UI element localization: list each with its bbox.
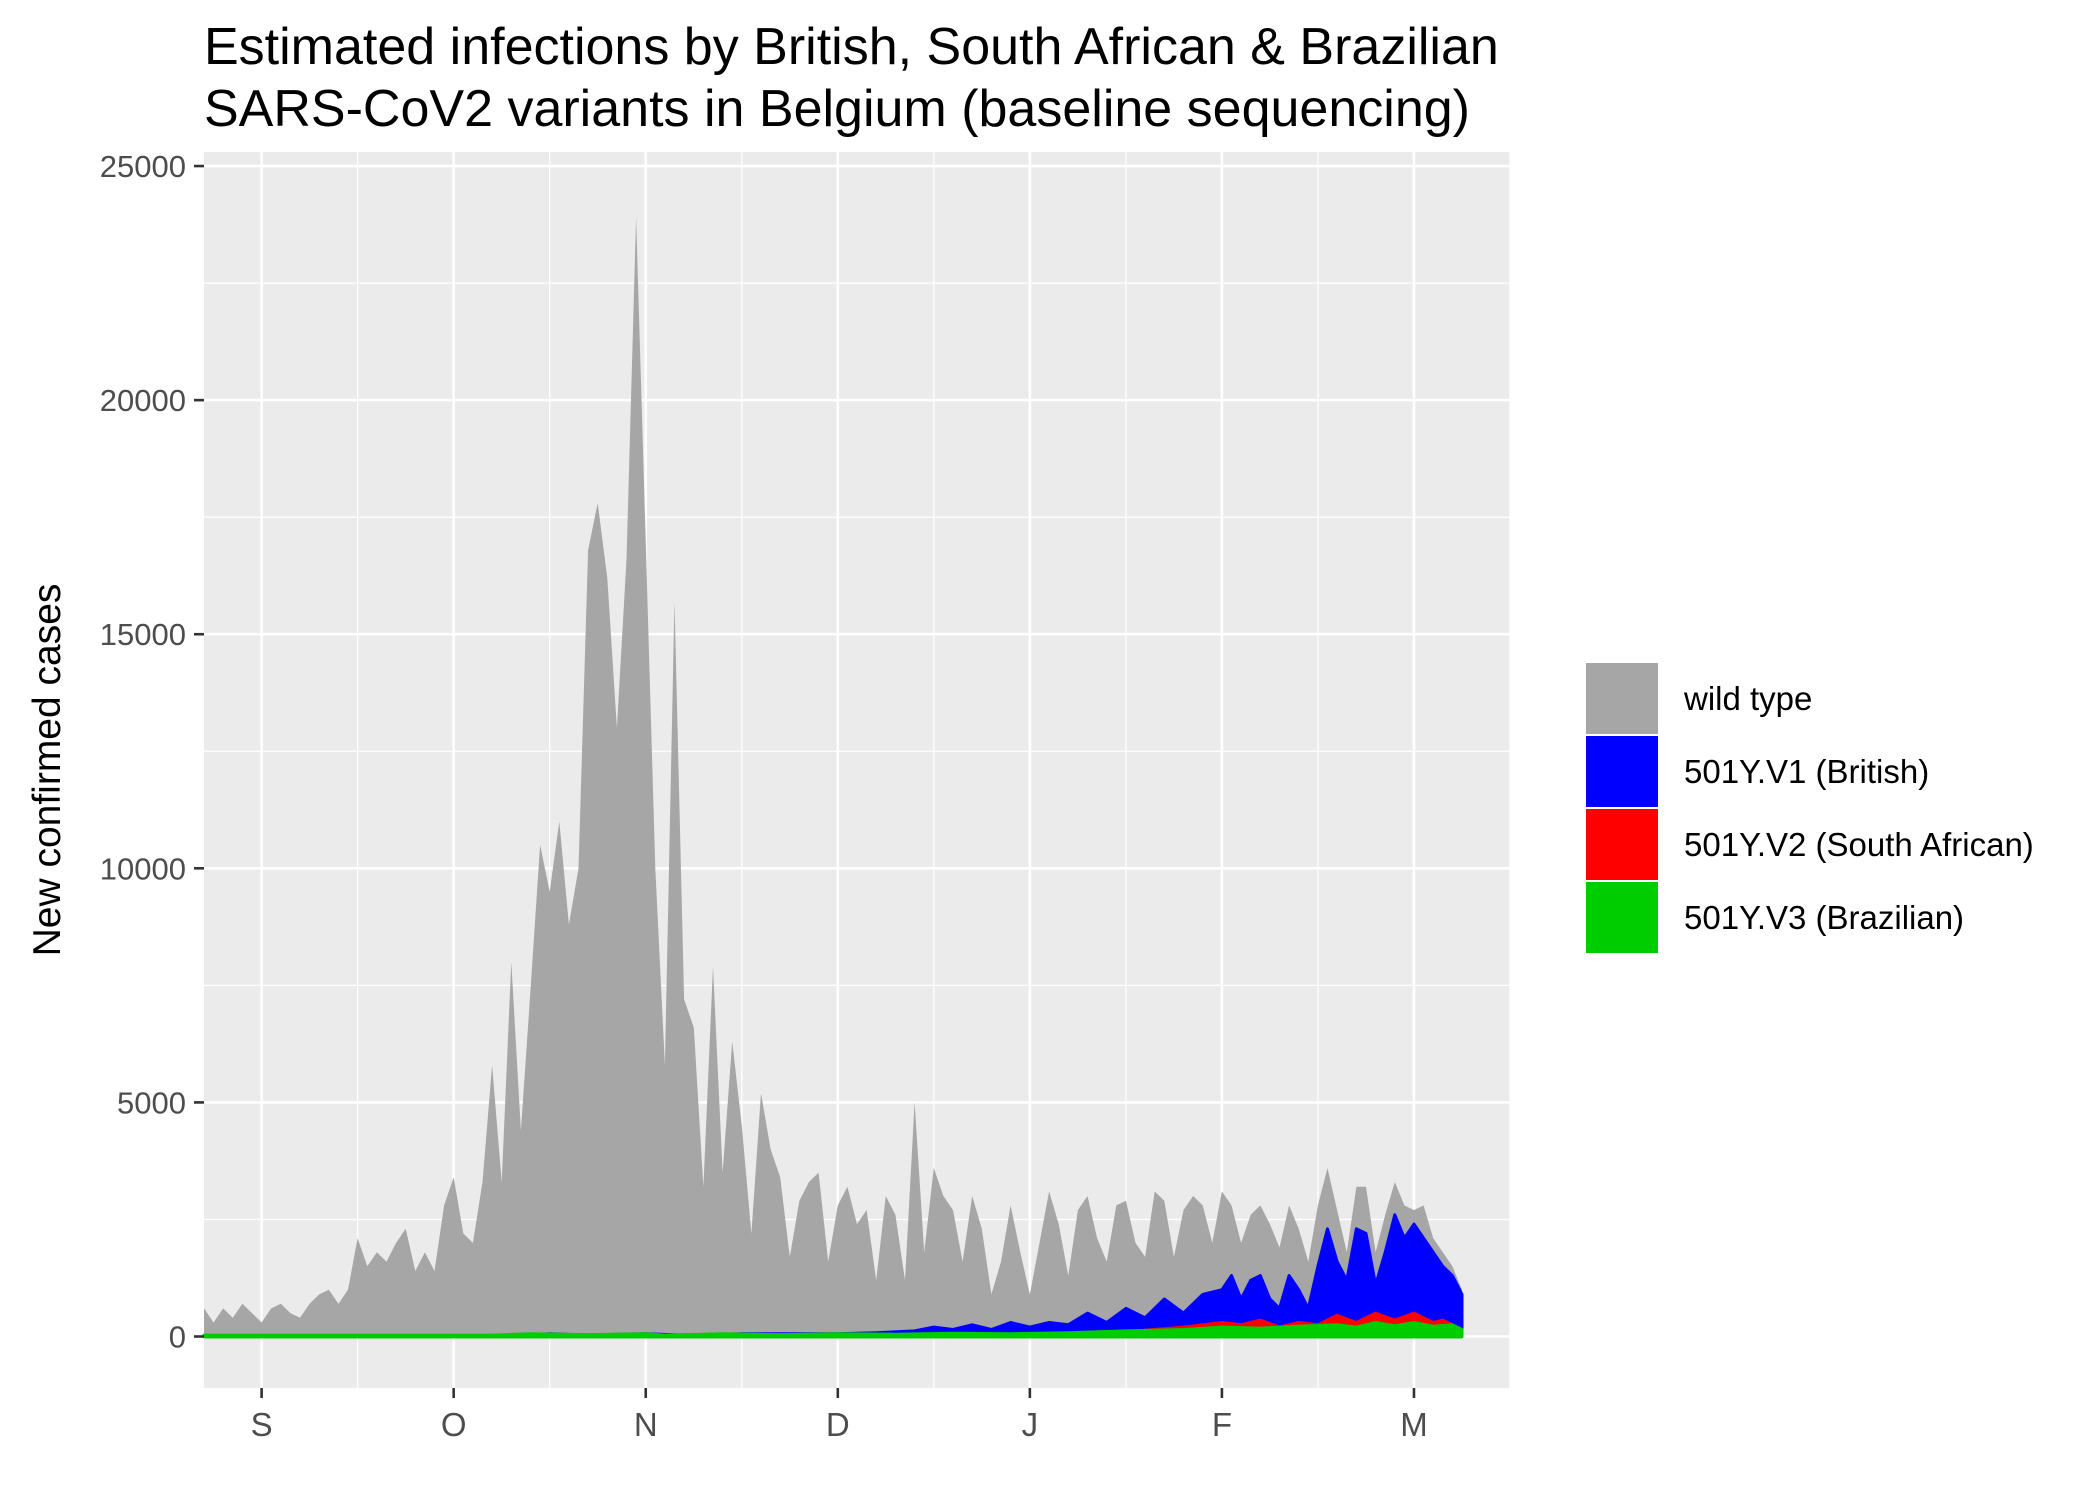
legend-item: 501Y.V2 (South African) — [1586, 808, 2034, 881]
legend: wild type 501Y.V1 (British) 501Y.V2 (South… — [1586, 662, 2034, 954]
legend-item: 501Y.V3 (Brazilian) — [1586, 881, 2034, 954]
legend-label: 501Y.V1 (British) — [1684, 752, 1930, 790]
x-tick-label: S — [251, 1406, 273, 1443]
y-tick-label: 10000 — [100, 851, 186, 886]
y-tick-label: 0 — [169, 1320, 186, 1355]
legend-item: wild type — [1586, 662, 2034, 735]
series-area-3 — [202, 1321, 1464, 1338]
legend-label: 501Y.V3 (Brazilian) — [1684, 898, 1965, 936]
chart-title: Estimated infections by British, South A… — [204, 16, 1499, 140]
chart-title-line-2: SARS-CoV2 variants in Belgium (baseline … — [204, 80, 1470, 138]
y-tick-label: 5000 — [117, 1085, 186, 1120]
minor-gridlines — [204, 152, 1511, 1388]
x-tick-label: O — [441, 1406, 467, 1443]
x-tick-label: J — [1022, 1406, 1039, 1443]
legend-label: wild type — [1684, 679, 1813, 717]
legend-key — [1586, 809, 1658, 880]
y-tick-label: 20000 — [100, 383, 186, 418]
legend-key — [1586, 663, 1658, 734]
y-tick-label: 25000 — [100, 149, 186, 184]
series-areas — [202, 217, 1464, 1339]
x-tick-label: D — [826, 1406, 850, 1443]
plot-panel — [204, 152, 1510, 1388]
chart-title-line-1: Estimated infections by British, South A… — [204, 18, 1499, 76]
y-axis: 0 5000 10000 15000 20000 25000 — [100, 149, 204, 1355]
legend-label: 501Y.V2 (South African) — [1684, 825, 2034, 863]
legend-key — [1586, 882, 1658, 953]
legend-item: 501Y.V1 (British) — [1586, 735, 2034, 808]
x-tick-label: N — [634, 1406, 658, 1443]
series-area-0 — [204, 217, 1462, 1337]
y-axis-label: New confirmed cases — [26, 584, 69, 957]
legend-key — [1586, 736, 1658, 807]
x-tick-label: M — [1400, 1406, 1428, 1443]
y-tick-label: 15000 — [100, 617, 186, 652]
x-tick-label: F — [1212, 1406, 1232, 1443]
